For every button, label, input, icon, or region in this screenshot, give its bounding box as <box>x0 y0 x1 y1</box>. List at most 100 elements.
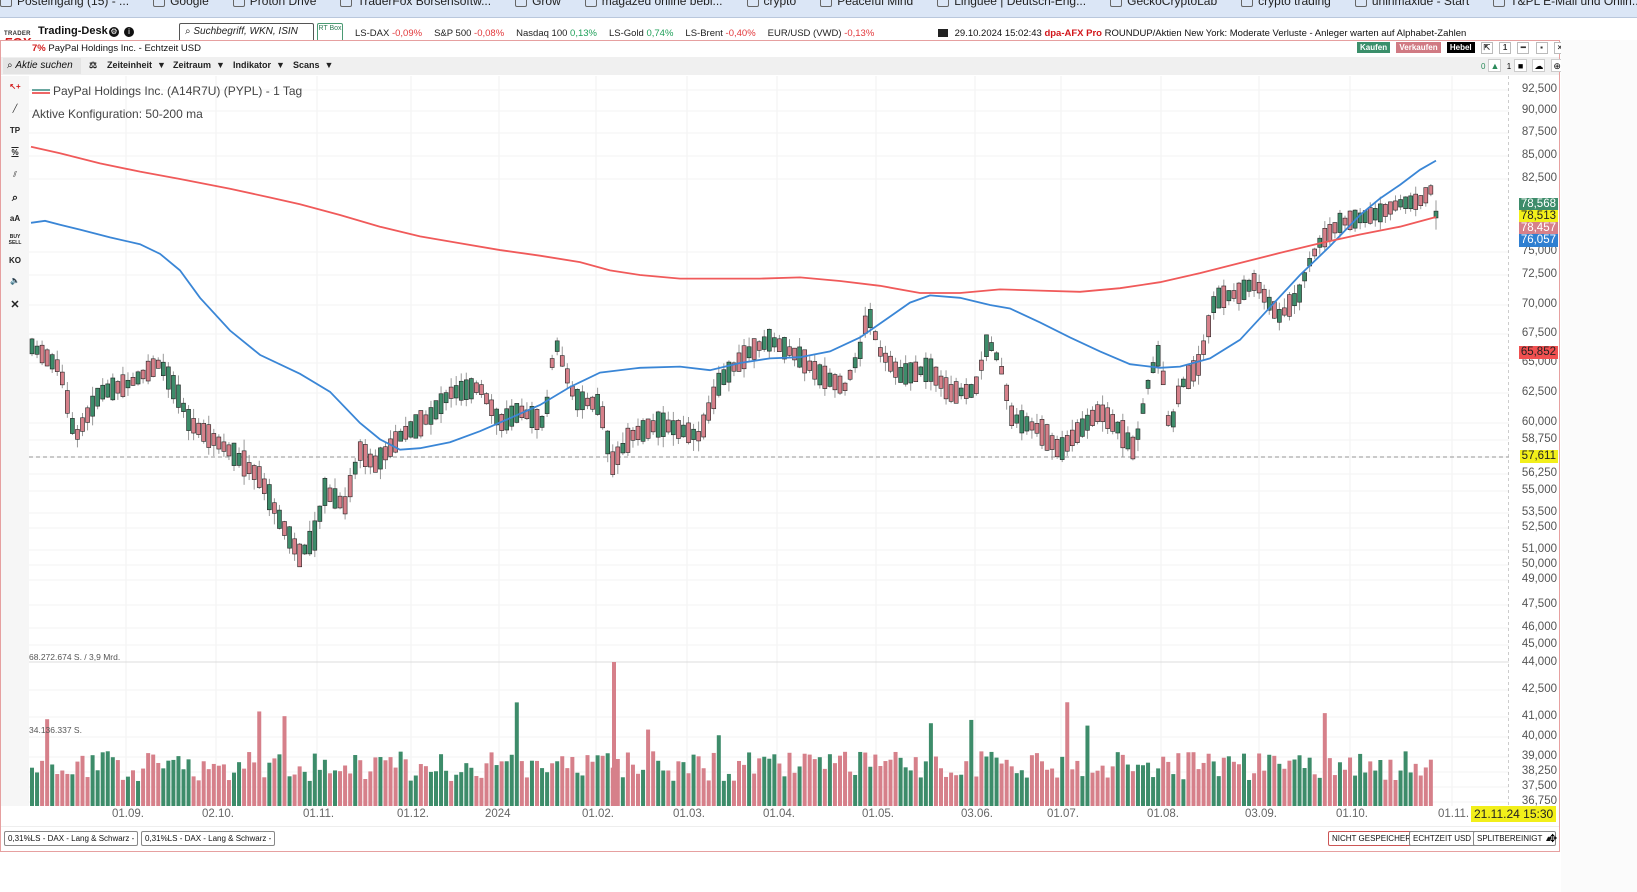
y-tick-label: 45,000 <box>1521 638 1557 650</box>
ticker-item[interactable]: LS-DAX -0,09% <box>355 28 423 39</box>
info-icon[interactable]: i <box>124 27 134 37</box>
window-count[interactable]: 1 <box>1499 42 1512 54</box>
bookmark-item[interactable]: Proton Drive <box>232 0 316 8</box>
ticker-item[interactable]: Nasdaq 100 0,13% <box>516 28 597 39</box>
search-icon: ⌕ <box>185 26 194 37</box>
sound-icon[interactable]: 🔈 <box>10 276 20 285</box>
menu-scans[interactable]: Scans ▼ <box>293 60 334 70</box>
bookmark-item[interactable]: Linguee | Deutsch-Eng... <box>937 0 1086 8</box>
split-adjusted-button[interactable]: SPLITBEREINIGT ▲ <box>1473 831 1557 846</box>
news-ticker[interactable]: 29.10.2024 15:02:43 dpa-AFX Pro ROUNDUP/… <box>938 28 1466 39</box>
buy-sell-icon[interactable]: BUY SELL <box>8 234 22 246</box>
chart-toolbar: ⌕ Aktie suchen ⚖ Zeiteinheit ▼ Zeitraum … <box>1 57 1564 75</box>
x-tick-label: 01.08. <box>1147 808 1179 820</box>
ticker-item[interactable]: LS-Gold 0,74% <box>608 28 674 39</box>
x-tick-label: 01.04. <box>763 808 795 820</box>
ticker-item[interactable]: S&P 500 -0,08% <box>434 28 505 39</box>
y-tick-label: 37,500 <box>1521 780 1557 792</box>
bookmark-item[interactable]: TraderFox Börsensoftw... <box>340 0 491 8</box>
move-icon[interactable]: ✥ <box>1548 833 1558 845</box>
y-tick-label: 42,500 <box>1521 683 1557 695</box>
y-tick-label: 90,000 <box>1521 104 1557 116</box>
buy-button[interactable]: Kaufen <box>1357 42 1391 53</box>
percent-tool-icon[interactable]: % <box>11 148 19 157</box>
trendline-icon[interactable]: ╱ <box>12 104 18 113</box>
bookmark-item[interactable]: Grow <box>515 0 561 8</box>
x-tick-label: 01.02. <box>582 808 614 820</box>
y-tick-label: 40,000 <box>1521 730 1557 742</box>
market-ticker: LS-DAX -0,09% S&P 500 -0,08% Nasdaq 100 0,… <box>355 28 886 39</box>
y-tick-label: 46,000 <box>1521 621 1557 633</box>
bookmark-item[interactable]: Posteingang (15) - ... <box>0 0 129 8</box>
bookmark-item[interactable]: GeckoCryptoLab <box>1110 0 1217 8</box>
bookmark-icon <box>1493 0 1506 7</box>
bookmark-icon <box>746 0 759 7</box>
price-chart[interactable] <box>29 76 1509 806</box>
bookmark-item[interactable]: uninmaxide - Start <box>1354 0 1469 8</box>
y-tick-label: 58,750 <box>1521 433 1557 445</box>
y-tick-label: 49,000 <box>1521 573 1557 585</box>
window-title: 7% PayPal Holdings Inc. - Echtzeit USD <box>32 43 201 54</box>
search-icon: ⌕ <box>7 60 16 71</box>
y-tick-label: 70,000 <box>1521 298 1557 310</box>
status-bar: 0,31%LS - DAX - Lang & Schwarz - 0,31%LS… <box>1 826 1559 850</box>
bookmark-icon <box>1354 0 1367 7</box>
x-tick-label: 01.11. <box>1438 808 1470 820</box>
compare-icon[interactable]: ⚖ <box>89 60 98 70</box>
ticker-item[interactable]: LS-Brent -0,40% <box>685 28 756 39</box>
zoom-icon[interactable]: ⌕ <box>11 192 19 204</box>
ticker-item[interactable]: EUR/USD (VWD) -0,13% <box>767 28 875 39</box>
ko-tool-icon[interactable]: KO <box>9 256 21 265</box>
bookmark-item[interactable]: magazed online bebl... <box>584 0 723 8</box>
x-tick-label: 01.09. <box>112 808 144 820</box>
y-tick-label: 55,000 <box>1521 484 1557 496</box>
crosshair-cursor-icon[interactable]: ↖+ <box>9 82 21 91</box>
bookmark-item[interactable]: Google <box>153 0 209 8</box>
popout-icon[interactable]: ⇱ <box>1480 42 1493 54</box>
status-tab-2[interactable]: 0,31%LS - DAX - Lang & Schwarz - <box>141 831 276 846</box>
y-tick-label: 36,750 <box>1521 795 1557 807</box>
text-tool-icon[interactable]: aA <box>9 214 21 223</box>
delete-icon[interactable]: ✕ <box>10 299 20 311</box>
bookmark-icon <box>584 0 597 7</box>
menu-zeitraum[interactable]: Zeitraum ▼ <box>173 60 225 70</box>
maximize-icon[interactable]: ▪ <box>1535 42 1548 54</box>
gear-icon[interactable]: ⚙ <box>109 27 119 37</box>
y-tick-label: 47,500 <box>1521 598 1557 610</box>
price-tag: 76,057 <box>1518 234 1558 247</box>
bookmark-item[interactable]: crypto <box>746 0 796 8</box>
cloud-upload-icon[interactable]: ☁ <box>1532 59 1546 72</box>
folder-icon[interactable]: ■ <box>1514 59 1528 72</box>
tp-tool-icon[interactable]: TP <box>9 126 21 135</box>
y-tick-label: 50,000 <box>1521 558 1557 570</box>
minimize-icon[interactable]: ━ <box>1517 42 1530 54</box>
y-tick-label: 41,000 <box>1521 710 1557 722</box>
toolbar-right-icons: 0 ▲ 1 ■ ☁ ⊕ <box>1481 59 1567 72</box>
bell-icon[interactable]: ▲ <box>1488 59 1502 72</box>
y-tick-label: 52,500 <box>1521 521 1557 533</box>
y-tick-label: 87,500 <box>1521 126 1557 138</box>
leverage-button[interactable]: Hebel <box>1446 42 1475 53</box>
bookmark-icon <box>820 0 833 7</box>
date-cursor-tag: 21.11.24 15:30 <box>1471 806 1557 822</box>
bookmark-icon <box>937 0 950 7</box>
bookmark-item[interactable]: crypto trading <box>1241 0 1331 8</box>
sell-button[interactable]: Verkaufen <box>1396 42 1441 53</box>
bookmark-icon <box>0 0 12 7</box>
not-saved-button[interactable]: NICHT GESPEICHERT <box>1328 831 1420 846</box>
bookmark-item[interactable]: Peaceful Mind <box>820 0 913 8</box>
status-tab-1[interactable]: 0,31%LS - DAX - Lang & Schwarz - <box>4 831 139 846</box>
y-tick-label: 75,000 <box>1521 245 1557 257</box>
y-tick-label: 38,250 <box>1521 765 1557 777</box>
menu-zeiteinheit[interactable]: Zeiteinheit ▼ <box>107 60 166 70</box>
y-tick-label: 82,500 <box>1521 172 1557 184</box>
price-axis[interactable]: 92,500 90,000 87,500 85,000 82,500 75,000 72,5… <box>1510 76 1560 816</box>
x-tick-label: 01.03. <box>673 808 705 820</box>
y-tick-label: 53,500 <box>1521 506 1557 518</box>
drawing-toolbar: ↖+ ╱ TP % ⫽ ⌕ aA BUY SELL KO 🔈 ✕ <box>1 76 29 806</box>
parallel-lines-icon[interactable]: ⫽ <box>13 170 17 179</box>
menu-indikator[interactable]: Indikator ▼ <box>233 60 285 70</box>
desk-icons: ⚙ i <box>109 26 139 37</box>
bookmark-item[interactable]: T&PL E-Mail und Onlin... <box>1493 0 1637 8</box>
stock-search-button[interactable]: ⌕ Aktie suchen <box>3 58 81 74</box>
